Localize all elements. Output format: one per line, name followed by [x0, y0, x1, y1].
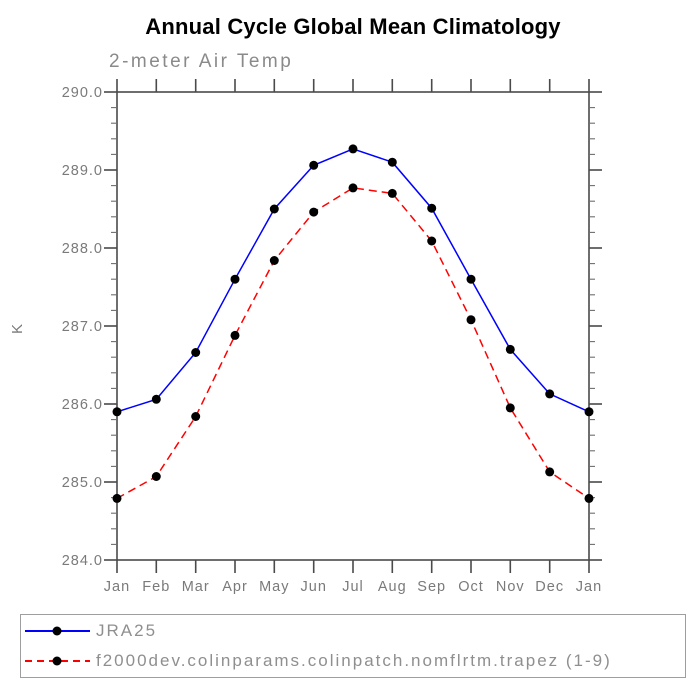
x-tick-label: Oct — [458, 579, 484, 595]
series-0-marker — [309, 160, 319, 170]
series-0-marker — [151, 394, 161, 404]
x-tick-label: Apr — [222, 579, 248, 595]
plot-frame — [116, 91, 590, 561]
series-0-marker — [466, 274, 476, 284]
x-tick-label: Nov — [496, 579, 525, 595]
series-1-marker — [348, 183, 358, 193]
x-tick-label: Dec — [535, 579, 564, 595]
y-tick-label: 289.0 — [62, 163, 103, 179]
series-1-marker — [112, 493, 122, 503]
series-1-marker — [309, 207, 319, 217]
series-1-marker — [191, 412, 201, 421]
legend-label-1: f2000dev.colinparams.colinpatch.nomflrtm… — [96, 651, 612, 670]
series-1-marker — [466, 315, 476, 325]
series-0-marker — [505, 344, 515, 354]
series-1-marker — [505, 403, 515, 413]
legend-label-0: JRA25 — [96, 621, 158, 640]
x-tick-label: Jul — [342, 579, 364, 595]
series-0-marker — [269, 204, 279, 214]
series-0-marker — [545, 389, 555, 399]
series-0-marker — [191, 348, 201, 357]
chart-title: Annual Cycle Global Mean Climatology — [145, 14, 561, 39]
x-tick-label: Jan — [104, 579, 130, 595]
series-0-marker — [584, 407, 594, 417]
series-0-marker — [348, 144, 358, 154]
series-0-marker — [387, 157, 397, 167]
series-0-marker — [230, 274, 240, 284]
series-0-marker — [427, 203, 437, 213]
y-tick-label: 287.0 — [62, 319, 103, 335]
series-1-marker — [427, 236, 437, 246]
y-tick-label: 288.0 — [62, 241, 103, 257]
chart-subtitle: 2-meter Air Temp — [109, 51, 294, 72]
legend-item-jra25: JRA25 — [23, 617, 685, 645]
legend-marker-0 — [52, 626, 62, 636]
x-tick-label: Mar — [182, 579, 210, 595]
series-1-marker — [545, 467, 555, 477]
y-tick-label: 285.0 — [62, 475, 103, 491]
x-tick-label: Aug — [378, 579, 407, 595]
series-1-marker — [269, 256, 279, 265]
series-1-marker — [230, 330, 240, 340]
y-tick-label: 290.0 — [62, 85, 103, 101]
x-tick-label: May — [259, 579, 289, 595]
legend-swatch-1 — [25, 656, 90, 666]
x-tick-label: Feb — [142, 579, 170, 595]
x-tick-label: Jan — [576, 579, 602, 595]
legend-swatch-0 — [25, 626, 90, 636]
series-line-1 — [116, 187, 590, 500]
series-1-marker — [151, 472, 161, 481]
legend-marker-1 — [52, 656, 62, 666]
y-tick-label: 284.0 — [62, 553, 103, 569]
y-tick-label: 286.0 — [62, 397, 103, 413]
x-tick-label: Sep — [417, 579, 446, 595]
series-1-marker — [584, 493, 594, 503]
legend-box: JRA25 f2000dev.colinparams.colinpatch.no… — [20, 614, 686, 678]
x-tick-label: Jun — [301, 579, 327, 595]
legend-item-f2000dev: f2000dev.colinparams.colinpatch.nomflrtm… — [23, 647, 685, 675]
series-0-marker — [112, 407, 122, 417]
series-1-marker — [387, 188, 397, 198]
